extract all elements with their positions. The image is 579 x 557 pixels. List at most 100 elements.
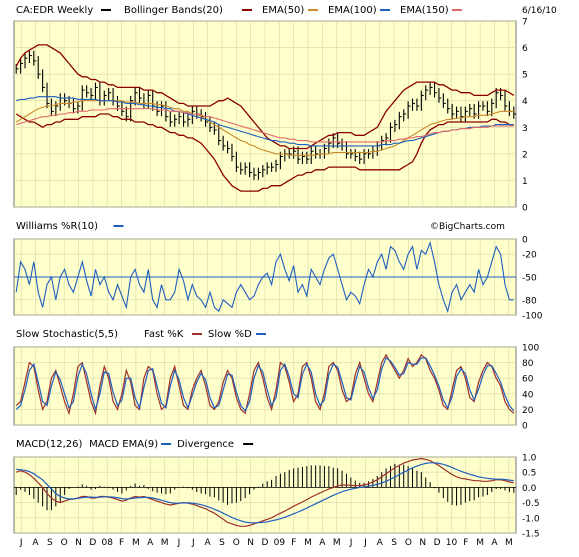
x-tick-label: M <box>333 538 341 548</box>
legend-label: Slow %D <box>208 329 252 340</box>
x-tick-label: J <box>349 538 353 548</box>
panel-title: MACD(12,26) <box>16 439 83 450</box>
x-tick-label: F <box>291 538 296 548</box>
series-line <box>16 108 514 143</box>
legend-label: EMA(150) <box>400 5 449 16</box>
y-tick-label: 3 <box>522 124 528 134</box>
x-tick-label: F <box>119 538 124 548</box>
x-tick-label: A <box>319 538 326 548</box>
x-tick-label: A <box>147 538 154 548</box>
y-tick-label: 1.0 <box>522 454 537 464</box>
x-tick-label: M <box>304 538 312 548</box>
legend-label: EMA(100) <box>328 5 377 16</box>
x-tick-label: M <box>505 538 513 548</box>
series-line <box>15 113 514 192</box>
legend-swatch <box>452 9 462 11</box>
x-tick-label: N <box>75 538 82 548</box>
y-tick-label: 0.5 <box>522 469 536 479</box>
y-tick-label: 0 <box>522 204 528 214</box>
x-tick-label: 09 <box>274 538 286 548</box>
legend-swatch <box>192 333 202 335</box>
y-tick-label: 100 <box>522 344 539 354</box>
legend-label: Bollinger Bands(20) <box>124 5 223 16</box>
x-tick-label: O <box>405 538 412 548</box>
x-tick-label: D <box>262 538 269 548</box>
panel-2: 0 -20 -50 -80 -100 <box>13 236 543 322</box>
x-tick-label: N <box>419 538 426 548</box>
y-tick-label: 5 <box>522 71 528 81</box>
panel-3-header: Slow Stochastic(5,5) Fast %K Slow %D <box>16 329 266 340</box>
series-line <box>16 462 514 524</box>
y-tick-label: 7 <box>522 18 528 28</box>
y-tick-label: -1.0 <box>522 514 540 524</box>
x-tick-label: M <box>132 538 140 548</box>
x-tick-label: A <box>205 538 212 548</box>
panel-4: 1.0 0.5 0.0 -0.5 -1.0 -1.5 <box>13 454 540 540</box>
chart-date: 6/16/10 <box>522 6 557 16</box>
y-tick-label: 0 <box>522 236 528 246</box>
y-tick-label: 0.0 <box>522 484 537 494</box>
y-tick-label: 80 <box>522 359 534 369</box>
y-tick-label: -50 <box>522 274 537 284</box>
y-tick-label: -1.5 <box>522 530 540 540</box>
x-axis: J A S O N D 08 F M A M J J A S O N D 09 F M A M J J A S O N D 10 F M A M <box>19 538 513 548</box>
x-tick-label: S <box>391 538 397 548</box>
panel-title: Williams %R(10) <box>16 221 98 232</box>
legend-swatch <box>243 443 254 445</box>
x-tick-label: S <box>47 538 53 548</box>
series-line <box>15 356 515 413</box>
x-tick-label: 10 <box>446 538 458 548</box>
y-tick-label: 1 <box>522 177 528 187</box>
x-tick-label: D <box>89 538 96 548</box>
x-tick-label: J <box>177 538 181 548</box>
symbol-swatch <box>101 9 111 11</box>
legend-swatch <box>380 9 390 11</box>
x-tick-label: D <box>434 538 441 548</box>
legend-swatch <box>161 443 172 445</box>
legend-label: EMA(50) <box>262 5 304 16</box>
legend-label: Fast %K <box>144 329 184 340</box>
y-tick-label: 60 <box>522 375 534 385</box>
chart-symbol: CA:EDR Weekly <box>16 5 93 16</box>
series-line <box>16 96 514 147</box>
y-tick-label: -20 <box>522 251 537 261</box>
x-tick-label: M <box>161 538 169 548</box>
watermark-bigcharts: ©BigCharts.com <box>430 222 505 232</box>
price-panel-header: CA:EDR Weekly Bollinger Bands(20) EMA(50) E… <box>16 5 557 16</box>
legend-swatch <box>113 225 124 227</box>
y-tick-label: -100 <box>522 312 543 322</box>
series-line <box>15 353 515 416</box>
panel-3: 100 80 60 40 20 0 <box>13 344 539 432</box>
legend-label: MACD EMA(9) <box>89 439 158 450</box>
series-line <box>15 240 514 314</box>
y-tick-label: -0.5 <box>522 499 540 509</box>
x-tick-label: O <box>61 538 68 548</box>
panel-2-header: Williams %R(10) <box>16 221 124 232</box>
x-tick-label: M <box>476 538 484 548</box>
x-tick-label: F <box>463 538 468 548</box>
x-tick-label: A <box>491 538 498 548</box>
panel-title: Slow Stochastic(5,5) <box>16 329 118 340</box>
y-tick-label: 2 <box>522 150 528 160</box>
y-tick-label: 4 <box>522 97 528 107</box>
x-tick-label: 08 <box>102 538 114 548</box>
y-tick-label: 40 <box>522 390 534 400</box>
x-tick-label: O <box>233 538 240 548</box>
legend-label: Divergence <box>177 439 234 450</box>
y-tick-label: 20 <box>522 406 534 416</box>
y-tick-label: 0 <box>522 422 528 432</box>
panel-4-header: MACD(12,26) MACD EMA(9) Divergence <box>16 439 254 450</box>
y-tick-label: 6 <box>522 44 528 54</box>
x-tick-label: A <box>377 538 384 548</box>
x-tick-label: J <box>191 538 195 548</box>
x-tick-label: J <box>19 538 23 548</box>
panel-1: 0 1 2 3 4 5 6 7 <box>13 18 528 214</box>
legend-swatch <box>242 9 252 11</box>
x-tick-label: N <box>247 538 254 548</box>
legend-swatch <box>256 333 266 335</box>
x-tick-label: A <box>32 538 39 548</box>
x-tick-label: J <box>363 538 367 548</box>
x-tick-label: S <box>219 538 225 548</box>
